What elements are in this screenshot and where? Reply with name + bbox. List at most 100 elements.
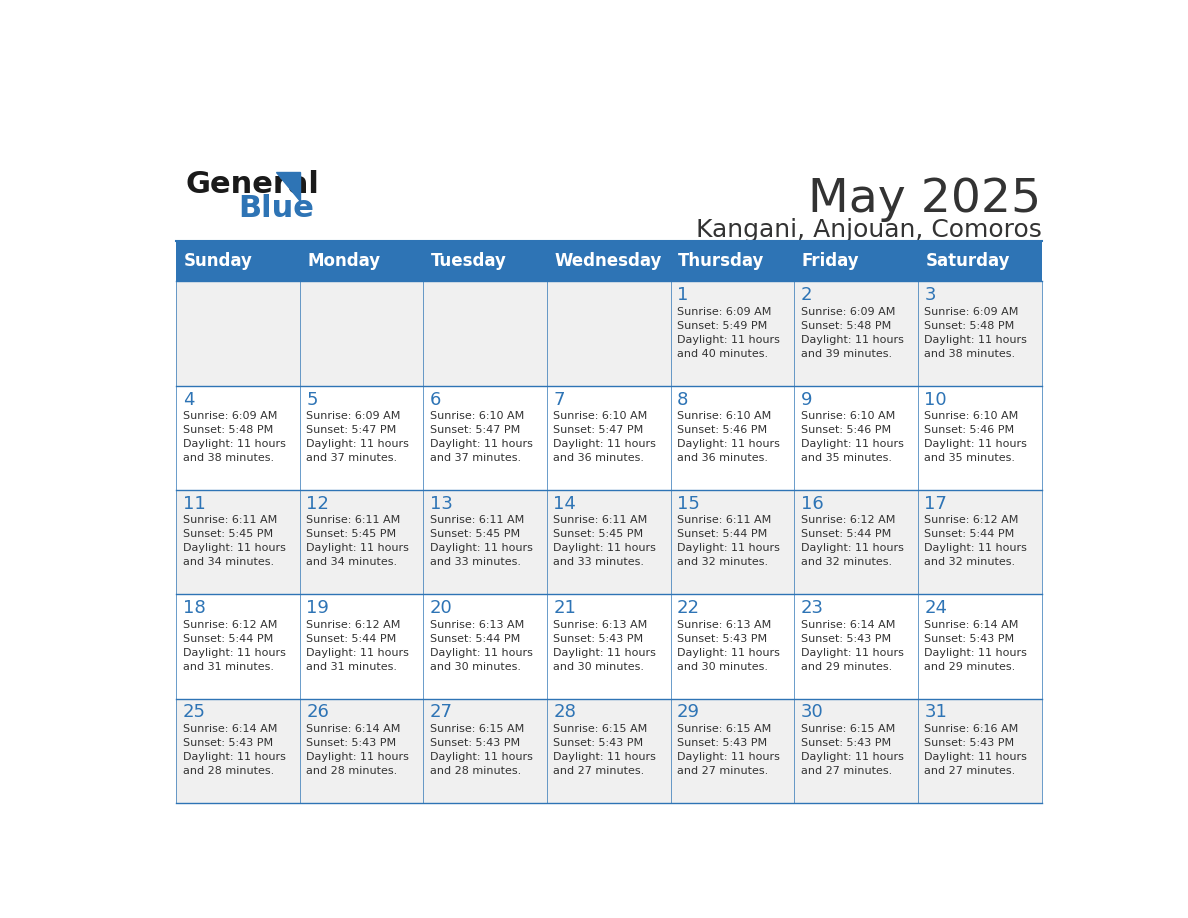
Text: 8: 8 (677, 390, 689, 409)
Text: 25: 25 (183, 703, 206, 722)
Bar (299, 241, 423, 281)
Text: Sunrise: 6:12 AM
Sunset: 5:44 PM
Daylight: 11 hours
and 31 minutes.: Sunrise: 6:12 AM Sunset: 5:44 PM Dayligh… (307, 620, 409, 672)
Text: Thursday: Thursday (678, 252, 764, 270)
Text: 4: 4 (183, 390, 194, 409)
Bar (176, 699, 299, 803)
Bar (423, 594, 546, 699)
Text: Sunrise: 6:11 AM
Sunset: 5:44 PM
Daylight: 11 hours
and 32 minutes.: Sunrise: 6:11 AM Sunset: 5:44 PM Dayligh… (677, 515, 781, 567)
Text: 20: 20 (430, 599, 453, 617)
Bar (176, 386, 299, 490)
Text: 29: 29 (677, 703, 700, 722)
Text: 7: 7 (554, 390, 565, 409)
Bar (795, 699, 918, 803)
Bar (795, 594, 918, 699)
Text: Sunrise: 6:15 AM
Sunset: 5:43 PM
Daylight: 11 hours
and 27 minutes.: Sunrise: 6:15 AM Sunset: 5:43 PM Dayligh… (554, 724, 656, 776)
Bar (176, 594, 299, 699)
Bar (918, 241, 1042, 281)
Text: Sunrise: 6:09 AM
Sunset: 5:48 PM
Daylight: 11 hours
and 38 minutes.: Sunrise: 6:09 AM Sunset: 5:48 PM Dayligh… (183, 411, 285, 463)
Polygon shape (276, 172, 301, 201)
Bar (423, 699, 546, 803)
Bar (671, 386, 795, 490)
Text: Sunrise: 6:12 AM
Sunset: 5:44 PM
Daylight: 11 hours
and 32 minutes.: Sunrise: 6:12 AM Sunset: 5:44 PM Dayligh… (924, 515, 1028, 567)
Text: Sunrise: 6:15 AM
Sunset: 5:43 PM
Daylight: 11 hours
and 27 minutes.: Sunrise: 6:15 AM Sunset: 5:43 PM Dayligh… (677, 724, 781, 776)
Text: 16: 16 (801, 495, 823, 513)
Text: Blue: Blue (239, 195, 315, 223)
Bar (423, 241, 546, 281)
Text: Sunrise: 6:11 AM
Sunset: 5:45 PM
Daylight: 11 hours
and 33 minutes.: Sunrise: 6:11 AM Sunset: 5:45 PM Dayligh… (554, 515, 656, 567)
Text: Sunrise: 6:09 AM
Sunset: 5:48 PM
Daylight: 11 hours
and 39 minutes.: Sunrise: 6:09 AM Sunset: 5:48 PM Dayligh… (801, 307, 904, 359)
Bar (299, 281, 423, 386)
Text: 21: 21 (554, 599, 576, 617)
Text: Sunrise: 6:10 AM
Sunset: 5:46 PM
Daylight: 11 hours
and 35 minutes.: Sunrise: 6:10 AM Sunset: 5:46 PM Dayligh… (801, 411, 904, 463)
Text: Sunrise: 6:13 AM
Sunset: 5:43 PM
Daylight: 11 hours
and 30 minutes.: Sunrise: 6:13 AM Sunset: 5:43 PM Dayligh… (677, 620, 781, 672)
Text: 12: 12 (307, 495, 329, 513)
Bar (546, 594, 671, 699)
Text: Sunrise: 6:10 AM
Sunset: 5:46 PM
Daylight: 11 hours
and 35 minutes.: Sunrise: 6:10 AM Sunset: 5:46 PM Dayligh… (924, 411, 1028, 463)
Bar (918, 594, 1042, 699)
Text: Sunrise: 6:15 AM
Sunset: 5:43 PM
Daylight: 11 hours
and 27 minutes.: Sunrise: 6:15 AM Sunset: 5:43 PM Dayligh… (801, 724, 904, 776)
Text: Sunrise: 6:14 AM
Sunset: 5:43 PM
Daylight: 11 hours
and 29 minutes.: Sunrise: 6:14 AM Sunset: 5:43 PM Dayligh… (801, 620, 904, 672)
Bar (423, 386, 546, 490)
Text: Friday: Friday (802, 252, 859, 270)
Text: 3: 3 (924, 286, 936, 304)
Text: 2: 2 (801, 286, 813, 304)
Text: 11: 11 (183, 495, 206, 513)
Text: Sunrise: 6:09 AM
Sunset: 5:48 PM
Daylight: 11 hours
and 38 minutes.: Sunrise: 6:09 AM Sunset: 5:48 PM Dayligh… (924, 307, 1028, 359)
Text: 5: 5 (307, 390, 317, 409)
Text: Sunrise: 6:13 AM
Sunset: 5:44 PM
Daylight: 11 hours
and 30 minutes.: Sunrise: 6:13 AM Sunset: 5:44 PM Dayligh… (430, 620, 532, 672)
Text: Saturday: Saturday (925, 252, 1010, 270)
Text: Sunrise: 6:12 AM
Sunset: 5:44 PM
Daylight: 11 hours
and 32 minutes.: Sunrise: 6:12 AM Sunset: 5:44 PM Dayligh… (801, 515, 904, 567)
Text: Sunrise: 6:14 AM
Sunset: 5:43 PM
Daylight: 11 hours
and 28 minutes.: Sunrise: 6:14 AM Sunset: 5:43 PM Dayligh… (307, 724, 409, 776)
Bar (671, 699, 795, 803)
Bar (546, 386, 671, 490)
Text: 31: 31 (924, 703, 947, 722)
Text: Sunrise: 6:09 AM
Sunset: 5:49 PM
Daylight: 11 hours
and 40 minutes.: Sunrise: 6:09 AM Sunset: 5:49 PM Dayligh… (677, 307, 781, 359)
Text: Sunrise: 6:16 AM
Sunset: 5:43 PM
Daylight: 11 hours
and 27 minutes.: Sunrise: 6:16 AM Sunset: 5:43 PM Dayligh… (924, 724, 1028, 776)
Text: 19: 19 (307, 599, 329, 617)
Bar (918, 490, 1042, 594)
Bar (546, 241, 671, 281)
Bar (918, 281, 1042, 386)
Text: Sunrise: 6:09 AM
Sunset: 5:47 PM
Daylight: 11 hours
and 37 minutes.: Sunrise: 6:09 AM Sunset: 5:47 PM Dayligh… (307, 411, 409, 463)
Bar (423, 490, 546, 594)
Bar (299, 490, 423, 594)
Text: Sunrise: 6:14 AM
Sunset: 5:43 PM
Daylight: 11 hours
and 29 minutes.: Sunrise: 6:14 AM Sunset: 5:43 PM Dayligh… (924, 620, 1028, 672)
Text: 26: 26 (307, 703, 329, 722)
Text: 24: 24 (924, 599, 947, 617)
Text: Sunrise: 6:11 AM
Sunset: 5:45 PM
Daylight: 11 hours
and 34 minutes.: Sunrise: 6:11 AM Sunset: 5:45 PM Dayligh… (183, 515, 285, 567)
Text: 14: 14 (554, 495, 576, 513)
Text: May 2025: May 2025 (809, 177, 1042, 222)
Text: Wednesday: Wednesday (555, 252, 662, 270)
Text: 27: 27 (430, 703, 453, 722)
Text: Sunrise: 6:10 AM
Sunset: 5:47 PM
Daylight: 11 hours
and 36 minutes.: Sunrise: 6:10 AM Sunset: 5:47 PM Dayligh… (554, 411, 656, 463)
Text: Sunrise: 6:13 AM
Sunset: 5:43 PM
Daylight: 11 hours
and 30 minutes.: Sunrise: 6:13 AM Sunset: 5:43 PM Dayligh… (554, 620, 656, 672)
Text: Kangani, Anjouan, Comoros: Kangani, Anjouan, Comoros (696, 218, 1042, 241)
Bar (918, 699, 1042, 803)
Bar (176, 241, 299, 281)
Text: 22: 22 (677, 599, 700, 617)
Bar (546, 699, 671, 803)
Text: Monday: Monday (308, 252, 380, 270)
Text: Sunrise: 6:10 AM
Sunset: 5:47 PM
Daylight: 11 hours
and 37 minutes.: Sunrise: 6:10 AM Sunset: 5:47 PM Dayligh… (430, 411, 532, 463)
Bar (299, 699, 423, 803)
Text: Sunrise: 6:12 AM
Sunset: 5:44 PM
Daylight: 11 hours
and 31 minutes.: Sunrise: 6:12 AM Sunset: 5:44 PM Dayligh… (183, 620, 285, 672)
Bar (795, 386, 918, 490)
Text: Sunrise: 6:14 AM
Sunset: 5:43 PM
Daylight: 11 hours
and 28 minutes.: Sunrise: 6:14 AM Sunset: 5:43 PM Dayligh… (183, 724, 285, 776)
Text: General: General (185, 170, 320, 199)
Bar (176, 490, 299, 594)
Bar (546, 490, 671, 594)
Text: Sunrise: 6:15 AM
Sunset: 5:43 PM
Daylight: 11 hours
and 28 minutes.: Sunrise: 6:15 AM Sunset: 5:43 PM Dayligh… (430, 724, 532, 776)
Bar (795, 241, 918, 281)
Text: 10: 10 (924, 390, 947, 409)
Text: 28: 28 (554, 703, 576, 722)
Bar (671, 281, 795, 386)
Text: 9: 9 (801, 390, 813, 409)
Text: Sunday: Sunday (183, 252, 252, 270)
Text: Sunrise: 6:11 AM
Sunset: 5:45 PM
Daylight: 11 hours
and 33 minutes.: Sunrise: 6:11 AM Sunset: 5:45 PM Dayligh… (430, 515, 532, 567)
Text: 17: 17 (924, 495, 947, 513)
Text: 15: 15 (677, 495, 700, 513)
Text: Sunrise: 6:10 AM
Sunset: 5:46 PM
Daylight: 11 hours
and 36 minutes.: Sunrise: 6:10 AM Sunset: 5:46 PM Dayligh… (677, 411, 781, 463)
Bar (299, 594, 423, 699)
Text: Sunrise: 6:11 AM
Sunset: 5:45 PM
Daylight: 11 hours
and 34 minutes.: Sunrise: 6:11 AM Sunset: 5:45 PM Dayligh… (307, 515, 409, 567)
Text: Tuesday: Tuesday (431, 252, 506, 270)
